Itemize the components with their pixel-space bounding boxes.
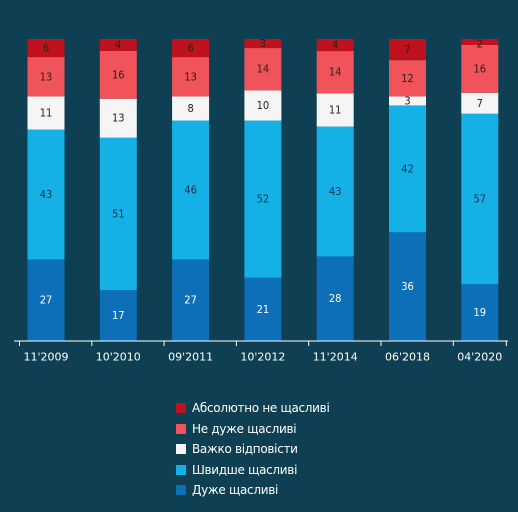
bar-value-label: 42 — [401, 162, 414, 175]
bar-value-label: 57 — [474, 192, 487, 205]
legend-swatch — [176, 464, 186, 475]
bar-value-label: 19 — [474, 306, 487, 319]
bar-value-label: 16 — [474, 62, 487, 75]
bar-value-label: 8 — [187, 102, 193, 115]
bar-value-label: 13 — [184, 70, 197, 83]
bar-value-label: 6 — [43, 42, 49, 55]
bar-segment — [172, 96, 210, 121]
bar-segment — [244, 90, 282, 121]
bar-value-label: 27 — [40, 294, 53, 307]
bar-segment — [316, 51, 354, 94]
bar-segment — [27, 129, 65, 260]
bar-segment — [461, 44, 499, 93]
bar-segment — [172, 120, 210, 260]
bar-segment — [99, 137, 137, 291]
bar-segment — [461, 92, 499, 114]
legend-swatch — [176, 444, 186, 455]
bar-value-label: 27 — [184, 294, 197, 307]
bar-value-label: 3 — [404, 94, 410, 107]
legend-label: Абсолютно не щасливі — [192, 401, 330, 416]
bar-segment — [389, 232, 426, 341]
bar-segment — [244, 277, 282, 341]
bar-value-label: 11 — [40, 106, 53, 119]
bar-segment — [316, 126, 354, 257]
bar-value-label: 13 — [112, 112, 125, 125]
legend: Абсолютно не щасливі Не дуже щасливі Важко… — [176, 398, 476, 501]
bar-segment — [461, 113, 499, 285]
bar-segment — [389, 60, 426, 97]
bar-segment — [244, 120, 282, 278]
bar-segment — [27, 96, 65, 130]
bar-value-label: 12 — [401, 72, 414, 85]
bar-segment — [27, 39, 65, 58]
bar-segment — [99, 39, 137, 51]
x-axis-ticks: 11'2009 10'2010 09'2011 10'2012 11'2014 06'20… — [19, 341, 507, 364]
legend-item: Не дуже щасливі — [176, 419, 476, 440]
bar-segment — [172, 259, 210, 341]
bar-segment — [316, 39, 354, 52]
bar-value-label: 7 — [404, 43, 410, 56]
bars-layer: 2743111361751131642746813621521014328431… — [27, 37, 499, 341]
legend-swatch — [176, 423, 186, 434]
bar-value-label: 43 — [329, 185, 342, 198]
bar-value-label: 14 — [257, 63, 270, 76]
bar-value-label: 51 — [112, 207, 125, 220]
bar-segment — [244, 48, 282, 91]
bar-segment — [172, 57, 210, 97]
bar-value-label: 17 — [112, 309, 125, 322]
legend-label: Не дуже щасливі — [192, 421, 297, 436]
bar-value-label: 28 — [329, 292, 342, 305]
x-tick-label: 10'2010 — [96, 351, 141, 364]
bar-segment — [461, 284, 499, 341]
bar-value-label: 16 — [112, 68, 125, 81]
bar-value-label: 43 — [40, 188, 53, 201]
bar-segment — [172, 39, 210, 58]
legend-swatch — [176, 403, 186, 414]
bar-value-label: 2 — [477, 38, 483, 51]
bar-value-label: 46 — [184, 184, 197, 197]
legend-swatch — [176, 485, 186, 496]
bar-segment — [99, 290, 137, 341]
bar-value-label: 6 — [187, 42, 193, 55]
legend-item: Швидше щасливі — [176, 460, 476, 481]
bar-segment — [389, 105, 426, 233]
bar-value-label: 14 — [329, 66, 342, 79]
bar-segment — [27, 259, 65, 341]
bar-segment — [316, 256, 354, 341]
legend-item: Важко відповісти — [176, 439, 476, 460]
legend-label: Швидше щасливі — [192, 462, 298, 477]
bar-value-label: 21 — [257, 303, 270, 316]
bar-value-label: 3 — [260, 37, 266, 50]
bar-segment — [99, 98, 137, 138]
legend-label: Дуже щасливі — [192, 483, 279, 498]
bar-segment — [99, 50, 137, 99]
bar-value-label: 4 — [115, 38, 121, 51]
bar-segment — [461, 39, 499, 45]
bar-segment — [27, 57, 65, 97]
x-tick-label: 09'2011 — [168, 351, 213, 364]
x-tick-label: 11'2009 — [23, 351, 68, 364]
bar-value-label: 4 — [332, 39, 338, 52]
bar-segment — [389, 96, 426, 106]
legend-item: Абсолютно не щасливі — [176, 398, 476, 419]
x-tick-label: 04'2020 — [457, 351, 502, 364]
bar-value-label: 11 — [329, 103, 342, 116]
legend-item: Дуже щасливі — [176, 480, 476, 501]
bar-value-label: 7 — [477, 97, 483, 110]
bar-segment — [389, 39, 426, 61]
bar-value-label: 10 — [257, 99, 270, 112]
bar-value-label: 52 — [257, 193, 270, 206]
bar-segment — [244, 39, 282, 49]
bar-segment — [316, 93, 354, 127]
x-tick-label: 06'2018 — [385, 351, 430, 364]
bar-value-label: 13 — [40, 70, 53, 83]
x-tick-label: 11'2014 — [313, 351, 358, 364]
bar-value-label: 36 — [401, 280, 414, 293]
legend-label: Важко відповісти — [192, 442, 298, 457]
x-tick-label: 10'2012 — [240, 351, 285, 364]
